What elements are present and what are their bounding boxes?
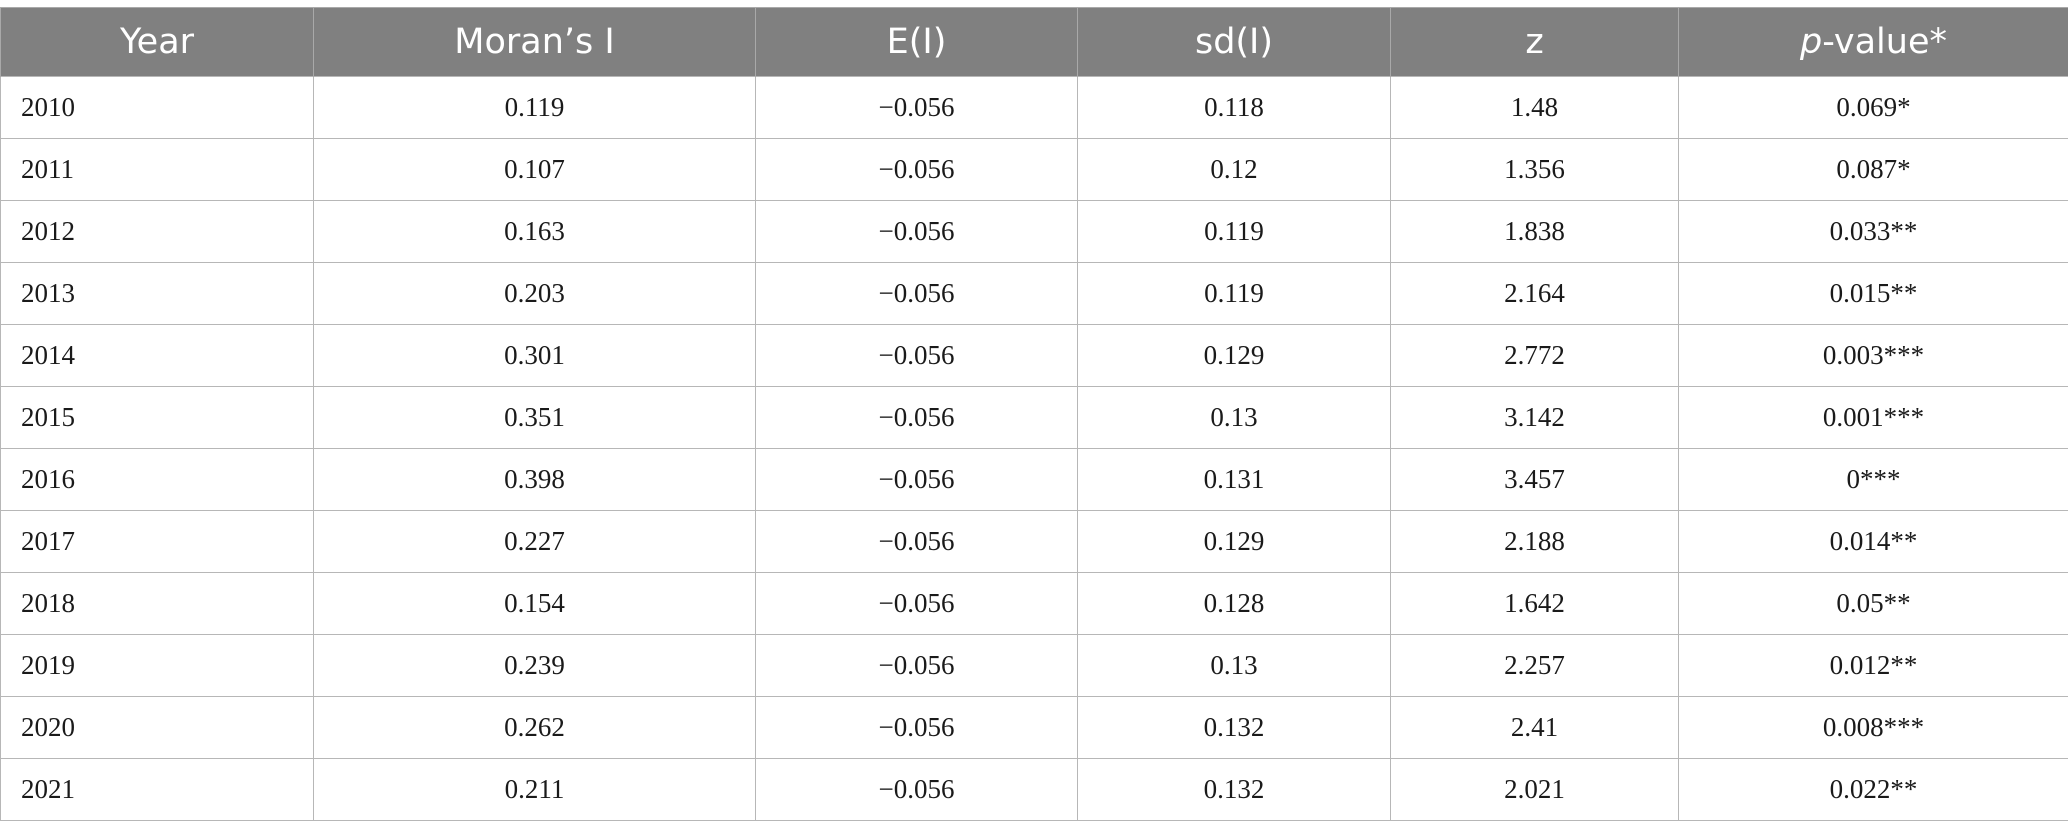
table-row: 2020 0.262 −0.056 0.132 2.41 0.008*** — [0, 696, 2068, 759]
header-z: z — [1390, 7, 1679, 77]
morans-i-table: Year Moran’s I E(I) sd(I) z p-value* 201… — [0, 7, 2068, 821]
cell-morans-i: 0.107 — [313, 138, 756, 201]
cell-year: 2013 — [0, 262, 314, 325]
header-p-value: p-value* — [1678, 7, 2068, 77]
table-row: 2017 0.227 −0.056 0.129 2.188 0.014** — [0, 510, 2068, 573]
cell-z: 2.021 — [1390, 758, 1679, 821]
cell-year: 2015 — [0, 386, 314, 449]
cell-sd-i: 0.13 — [1077, 386, 1391, 449]
cell-z: 2.164 — [1390, 262, 1679, 325]
table-row: 2012 0.163 −0.056 0.119 1.838 0.033** — [0, 200, 2068, 263]
table-row: 2015 0.351 −0.056 0.13 3.142 0.001*** — [0, 386, 2068, 449]
cell-z: 3.142 — [1390, 386, 1679, 449]
header-expected-i: E(I) — [755, 7, 1078, 77]
morans-i-table-container: Year Moran’s I E(I) sd(I) z p-value* 201… — [0, 7, 2068, 821]
cell-expected-i: −0.056 — [755, 758, 1078, 821]
table-row: 2019 0.239 −0.056 0.13 2.257 0.012** — [0, 634, 2068, 697]
cell-year: 2012 — [0, 200, 314, 263]
cell-p-value: 0.069* — [1678, 76, 2068, 139]
cell-expected-i: −0.056 — [755, 200, 1078, 263]
cell-morans-i: 0.351 — [313, 386, 756, 449]
cell-year: 2010 — [0, 76, 314, 139]
header-row: Year Moran’s I E(I) sd(I) z p-value* — [0, 7, 2068, 77]
cell-expected-i: −0.056 — [755, 572, 1078, 635]
header-year: Year — [0, 7, 314, 77]
header-morans-i: Moran’s I — [313, 7, 756, 77]
cell-sd-i: 0.12 — [1077, 138, 1391, 201]
cell-expected-i: −0.056 — [755, 448, 1078, 511]
header-p-value-rest: -value* — [1822, 22, 1947, 62]
table-row: 2013 0.203 −0.056 0.119 2.164 0.015** — [0, 262, 2068, 325]
cell-p-value: 0.008*** — [1678, 696, 2068, 759]
cell-z: 2.772 — [1390, 324, 1679, 387]
cell-morans-i: 0.262 — [313, 696, 756, 759]
cell-expected-i: −0.056 — [755, 76, 1078, 139]
table-row: 2016 0.398 −0.056 0.131 3.457 0*** — [0, 448, 2068, 511]
cell-year: 2018 — [0, 572, 314, 635]
table-row: 2018 0.154 −0.056 0.128 1.642 0.05** — [0, 572, 2068, 635]
cell-p-value: 0.033** — [1678, 200, 2068, 263]
cell-z: 1.838 — [1390, 200, 1679, 263]
cell-morans-i: 0.119 — [313, 76, 756, 139]
cell-year: 2014 — [0, 324, 314, 387]
header-sd-i: sd(I) — [1077, 7, 1391, 77]
cell-z: 1.356 — [1390, 138, 1679, 201]
cell-expected-i: −0.056 — [755, 138, 1078, 201]
cell-morans-i: 0.163 — [313, 200, 756, 263]
cell-z: 3.457 — [1390, 448, 1679, 511]
table-row: 2014 0.301 −0.056 0.129 2.772 0.003*** — [0, 324, 2068, 387]
cell-morans-i: 0.154 — [313, 572, 756, 635]
cell-expected-i: −0.056 — [755, 634, 1078, 697]
cell-year: 2020 — [0, 696, 314, 759]
cell-sd-i: 0.131 — [1077, 448, 1391, 511]
cell-p-value: 0.014** — [1678, 510, 2068, 573]
cell-sd-i: 0.119 — [1077, 262, 1391, 325]
cell-z: 1.642 — [1390, 572, 1679, 635]
cell-year: 2021 — [0, 758, 314, 821]
cell-year: 2016 — [0, 448, 314, 511]
cell-expected-i: −0.056 — [755, 262, 1078, 325]
cell-morans-i: 0.227 — [313, 510, 756, 573]
cell-z: 2.188 — [1390, 510, 1679, 573]
cell-morans-i: 0.398 — [313, 448, 756, 511]
cell-expected-i: −0.056 — [755, 510, 1078, 573]
cell-year: 2011 — [0, 138, 314, 201]
cell-expected-i: −0.056 — [755, 696, 1078, 759]
cell-p-value: 0.001*** — [1678, 386, 2068, 449]
cell-sd-i: 0.129 — [1077, 324, 1391, 387]
cell-p-value: 0.012** — [1678, 634, 2068, 697]
cell-morans-i: 0.301 — [313, 324, 756, 387]
cell-year: 2017 — [0, 510, 314, 573]
cell-z: 2.41 — [1390, 696, 1679, 759]
cell-sd-i: 0.132 — [1077, 696, 1391, 759]
cell-expected-i: −0.056 — [755, 386, 1078, 449]
table-body: 2010 0.119 −0.056 0.118 1.48 0.069* 2011 0.107−… — [0, 76, 2068, 821]
cell-z: 2.257 — [1390, 634, 1679, 697]
cell-p-value: 0.022** — [1678, 758, 2068, 821]
header-p-value-italic: p — [1799, 22, 1823, 62]
table-row: 2021 0.211 −0.056 0.132 2.021 0.022** — [0, 758, 2068, 821]
cell-sd-i: 0.13 — [1077, 634, 1391, 697]
table-row: 2010 0.119 −0.056 0.118 1.48 0.069* — [0, 76, 2068, 139]
cell-morans-i: 0.211 — [313, 758, 756, 821]
table-header: Year Moran’s I E(I) sd(I) z p-value* — [0, 7, 2068, 77]
cell-sd-i: 0.129 — [1077, 510, 1391, 573]
cell-year: 2019 — [0, 634, 314, 697]
cell-sd-i: 0.119 — [1077, 200, 1391, 263]
cell-p-value: 0.05** — [1678, 572, 2068, 635]
cell-sd-i: 0.128 — [1077, 572, 1391, 635]
table-row: 2011 0.107 −0.056 0.12 1.356 0.087* — [0, 138, 2068, 201]
cell-sd-i: 0.132 — [1077, 758, 1391, 821]
cell-p-value: 0.015** — [1678, 262, 2068, 325]
cell-expected-i: −0.056 — [755, 324, 1078, 387]
cell-p-value: 0*** — [1678, 448, 2068, 511]
cell-morans-i: 0.239 — [313, 634, 756, 697]
cell-p-value: 0.087* — [1678, 138, 2068, 201]
cell-sd-i: 0.118 — [1077, 76, 1391, 139]
cell-z: 1.48 — [1390, 76, 1679, 139]
cell-p-value: 0.003*** — [1678, 324, 2068, 387]
cell-morans-i: 0.203 — [313, 262, 756, 325]
